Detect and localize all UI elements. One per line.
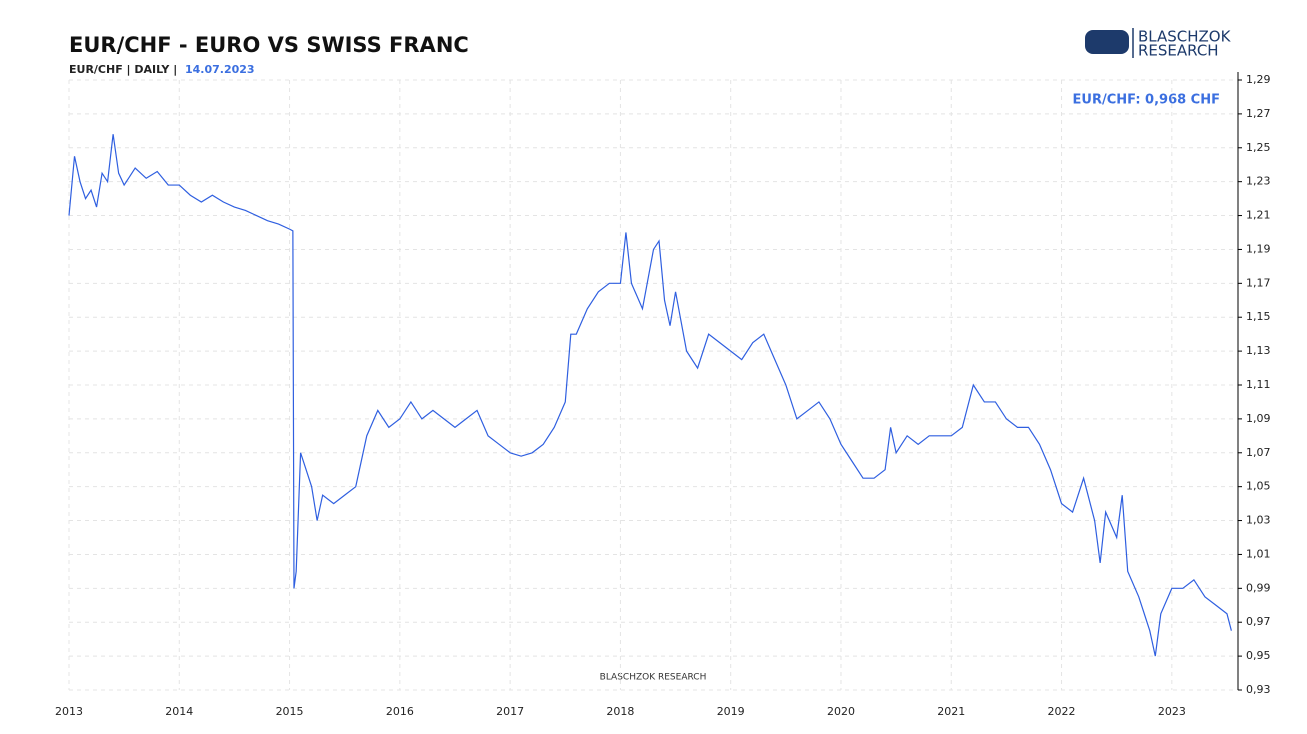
x-tick-label: 2018 [606,705,634,718]
logo-icon [1085,30,1129,54]
y-tick-label: 1,09 [1246,412,1271,425]
y-tick-label: 1,15 [1246,310,1271,323]
line-series [68,134,1232,657]
y-tick-label: 0,95 [1246,649,1271,662]
x-tick-label: 2013 [55,705,83,718]
x-tick-label: 2022 [1048,705,1076,718]
y-tick-label: 1,25 [1246,141,1271,154]
y-tick-label: 1,17 [1246,276,1271,289]
x-tick-label: 2014 [165,705,193,718]
y-tick-label: 1,13 [1246,344,1271,357]
y-tick-label: 1,05 [1246,480,1271,493]
y-tick-label: 1,03 [1246,514,1271,527]
date: 14.07.2023 [185,63,255,76]
chart-title: EUR/CHF - EURO VS SWISS FRANC [69,33,469,57]
x-tick-label: 2019 [717,705,745,718]
y-tick-label: 0,99 [1246,581,1271,594]
watermark: BLASCHZOK RESEARCH [600,673,707,683]
y-tick-label: 0,93 [1246,683,1271,696]
y-tick-label: 1,01 [1246,547,1271,560]
y-tick-label: 0,97 [1246,615,1271,628]
y-tick-label: 1,11 [1246,378,1271,391]
y-tick-label: 1,23 [1246,175,1271,188]
x-tick-label: 2016 [386,705,414,718]
x-tick-label: 2015 [276,705,304,718]
y-tick-label: 1,27 [1246,107,1271,120]
y-tick-label: 1,29 [1246,73,1271,86]
y-tick-label: 1,21 [1246,209,1271,222]
logo-text: BLASCHZOK [1138,28,1232,46]
subtitle: EUR/CHF | DAILY | [69,63,177,76]
x-tick-label: 2021 [937,705,965,718]
y-tick-label: 1,07 [1246,446,1271,459]
y-tick-label: 1,19 [1246,242,1271,255]
x-tick-label: 2017 [496,705,524,718]
logo-text: RESEARCH [1138,42,1219,60]
x-tick-label: 2020 [827,705,855,718]
logo: BLASCHZOK RESEARCH [1085,28,1232,60]
annotation: EUR/CHF: 0,968 CHF [1073,93,1220,108]
x-tick-label: 2023 [1158,705,1186,718]
